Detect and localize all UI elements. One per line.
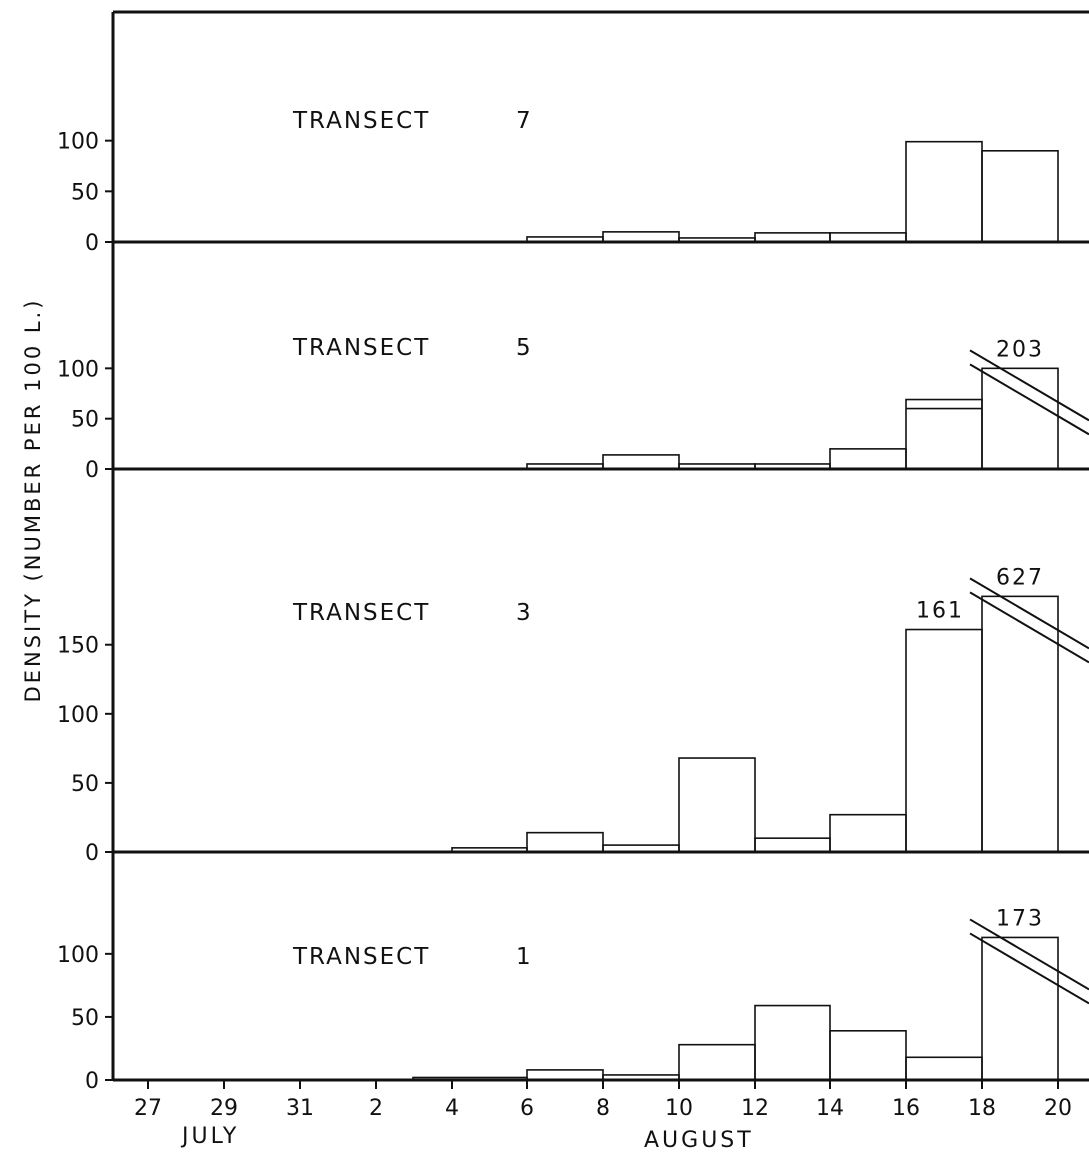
- x-tick-label: 4: [445, 1096, 459, 1121]
- panel-2-bar: [829, 448, 907, 470]
- x-tick-label: 14: [816, 1096, 844, 1121]
- x-tick-label: 29: [210, 1096, 238, 1121]
- panel-4-bar: [829, 1030, 907, 1081]
- panel-1-title: TRANSECT: [292, 108, 430, 134]
- panel-2-bar: [981, 367, 1059, 470]
- panel-1-bar: [981, 150, 1059, 243]
- panel-1-y-tick-label: 0: [85, 231, 99, 256]
- x-tick-label: 27: [134, 1096, 162, 1121]
- x-tick-label: 18: [968, 1096, 996, 1121]
- panel-3-bar: [754, 837, 831, 853]
- panel-4-y-tick-label: 100: [57, 943, 99, 968]
- x-tick-label: 2: [369, 1096, 383, 1121]
- x-tick-label: 31: [286, 1096, 314, 1121]
- panel-3-title: TRANSECT: [292, 600, 430, 626]
- panel-1-y-tick-label: 100: [57, 130, 99, 155]
- panel-2-break-mark: [969, 363, 1089, 436]
- panel-3-bar-label: 161: [916, 599, 964, 624]
- panel-3-y-tick-label: 0: [85, 841, 99, 866]
- x-tick-label: 8: [596, 1096, 610, 1121]
- x-tick-label: 6: [520, 1096, 534, 1121]
- panel-3-y-tick-label: 50: [71, 772, 99, 797]
- panel-4-break-mark: [969, 932, 1089, 1005]
- panel-2-title: TRANSECT: [292, 335, 430, 361]
- panel-4-bar: [905, 1056, 983, 1081]
- x-tick-label: 20: [1044, 1096, 1072, 1121]
- panel-4-bar: [678, 1043, 756, 1081]
- x-tick-label: 10: [665, 1096, 693, 1121]
- month-label-july: JULY: [182, 1124, 240, 1149]
- panel-3-y-tick-label: 150: [57, 634, 99, 659]
- y-axis-label-text: DENSITY (NUMBER PER 100 L.): [21, 297, 45, 703]
- panel-1-y-tick-label: 50: [71, 180, 99, 205]
- panel-2-bar-label: 203: [996, 337, 1044, 362]
- panel-3-bar: [829, 813, 907, 853]
- y-axis-label: DENSITY (NUMBER PER 100 L.): [12, 230, 54, 770]
- panel-4-bar: [981, 936, 1059, 1081]
- panel-3-title-number: 3: [516, 600, 531, 626]
- panel-2-title-number: 5: [516, 335, 531, 361]
- panel-3-bar-label: 627: [996, 565, 1044, 590]
- panel-1-bar: [602, 231, 680, 243]
- panel-4-bar-label: 173: [996, 906, 1044, 931]
- panel-1-title-number: 7: [516, 108, 531, 134]
- panel-4-bar: [526, 1069, 604, 1081]
- panel-3-bar: [981, 595, 1059, 853]
- panel-4-break-mark: [969, 918, 1089, 991]
- panel-3-break-mark: [969, 591, 1089, 664]
- panel-2-y-tick-label: 100: [57, 357, 99, 382]
- panel-2-break-mark: [969, 349, 1089, 422]
- panel-4-bar: [754, 1004, 831, 1081]
- panel-4-y-tick-label: 50: [71, 1006, 99, 1031]
- panel-2-bar: [905, 398, 983, 470]
- panel-3-break-mark: [969, 577, 1089, 650]
- panel-1-bar: [905, 140, 983, 243]
- panel-4-title: TRANSECT: [292, 944, 430, 970]
- panel-4-y-tick-label: 0: [85, 1069, 99, 1094]
- x-tick-label: 12: [741, 1096, 769, 1121]
- x-tick-label: 16: [892, 1096, 920, 1121]
- panel-2-bar: [602, 454, 680, 470]
- panel-2-y-tick-label: 50: [71, 408, 99, 433]
- month-label-august: AUGUST: [644, 1128, 754, 1153]
- panel-3-y-tick-label: 100: [57, 703, 99, 728]
- panel-4-title-number: 1: [516, 944, 531, 970]
- panel-2-y-tick-label: 0: [85, 458, 99, 483]
- panel-3-bar: [905, 628, 983, 853]
- panel-3-bar: [678, 757, 756, 853]
- panel-3-bar: [526, 831, 604, 853]
